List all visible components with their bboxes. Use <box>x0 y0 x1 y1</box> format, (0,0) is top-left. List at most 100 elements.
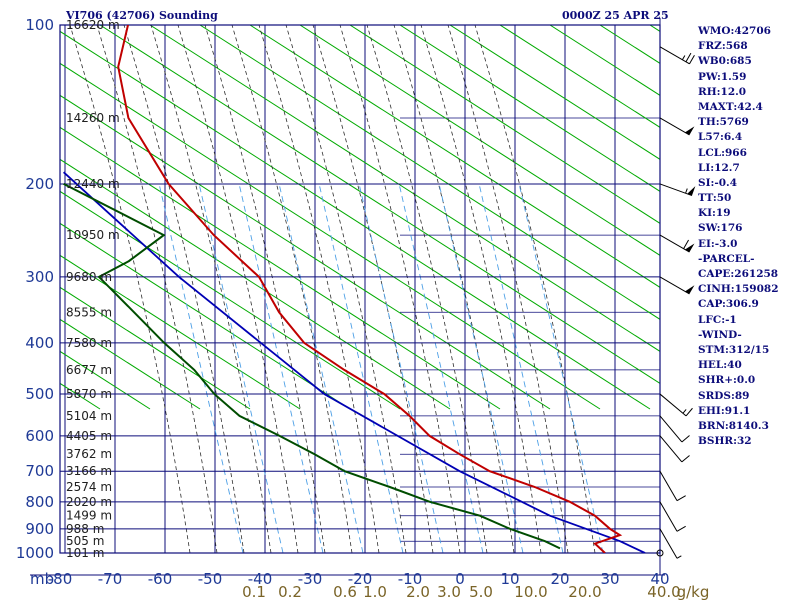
height-labels: 16620 m 14260 m 12440 m 10950 m 9680 m 8555 m… <box>66 18 120 560</box>
temperature-label: 0 <box>455 570 465 588</box>
dry-adiabat <box>60 158 451 410</box>
mixing-ratio-label: 40.0 <box>647 583 680 600</box>
pressure-label: 100 <box>25 16 54 34</box>
moist-adiabats <box>69 25 596 553</box>
plot-frame <box>30 18 665 576</box>
index-item: SRDS:89 <box>698 389 750 402</box>
temperature-label: -10 <box>398 570 423 588</box>
pressure-label: 600 <box>25 427 54 445</box>
barb-full <box>681 455 690 463</box>
height-label: 8555 m <box>66 305 112 319</box>
height-label: 12440 m <box>66 177 120 191</box>
height-label: 1499 m <box>66 509 112 523</box>
barb-half <box>685 188 688 194</box>
index-item: WMO:42706 <box>698 25 771 37</box>
barb-flag <box>685 243 695 253</box>
mixing-ratio-line <box>398 183 484 553</box>
index-item: -WIND- <box>698 328 742 341</box>
index-item: BRN:8140.3 <box>698 419 769 432</box>
wind-barb <box>659 234 695 253</box>
height-label: 10950 m <box>66 228 120 242</box>
pressure-label: 300 <box>25 268 54 286</box>
barb-full <box>676 525 686 532</box>
wind-barb <box>659 117 695 136</box>
temperature-labels: -80 -70 -60 -50 -40 -30 -20 -10 0 10 20 30 40 <box>48 570 670 588</box>
wind-barb <box>659 393 693 417</box>
barb-full <box>676 495 686 502</box>
isotherms <box>64 25 616 553</box>
mixing-ratio-line <box>478 183 564 553</box>
indices-panel: WMO:42706 FRZ:568 WB0:685 PW:1.59 RH:12.0 MAX… <box>698 24 779 449</box>
mixing-ratio-label: 1.0 <box>363 583 387 600</box>
dewpoint-line <box>63 183 561 550</box>
index-item: SHR+:0.0 <box>698 374 756 387</box>
height-label: 988 m <box>66 522 104 536</box>
height-label: 7580 m <box>66 336 112 350</box>
temperature-label: -70 <box>98 570 123 588</box>
dry-adiabat <box>299 25 660 256</box>
barb-staff <box>659 435 683 463</box>
temperature-label: -60 <box>148 570 173 588</box>
temperature-trace <box>117 25 623 553</box>
plot-border <box>59 24 661 554</box>
mixing-ratio-label: 5.0 <box>469 583 493 600</box>
mixing-ratio-label: 0.6 <box>333 583 357 600</box>
mixing-ratio-line <box>358 183 444 553</box>
wind-barbs <box>656 46 696 559</box>
barb-half <box>681 55 686 61</box>
index-item: CAP:306.9 <box>698 298 759 311</box>
barb-staff <box>659 393 687 417</box>
barb-staff <box>659 117 690 136</box>
barb-staff <box>659 415 683 443</box>
dry-adiabat <box>60 286 251 410</box>
dewpoint-trace <box>63 183 561 550</box>
moist-adiabat <box>69 25 191 553</box>
index-item: EI:-3.0 <box>698 237 738 250</box>
dry-adiabat <box>199 25 660 320</box>
mixing-ratio-line <box>158 183 244 553</box>
wind-barb <box>659 501 686 532</box>
barb-staff <box>659 470 678 501</box>
barb-half <box>676 555 682 559</box>
index-item: HEL:40 <box>698 359 742 372</box>
moist-adiabat <box>420 25 542 553</box>
index-item: KI:19 <box>698 207 731 220</box>
dry-adiabat <box>60 254 301 410</box>
height-label: 2574 m <box>66 480 112 494</box>
index-item: STM:312/15 <box>698 343 770 356</box>
wind-barb <box>659 276 695 295</box>
pressure-label: 400 <box>25 334 54 352</box>
barb-flag <box>685 126 695 135</box>
temperature-label: 20 <box>550 570 569 588</box>
barb-full <box>685 407 693 417</box>
barb-staff <box>659 183 693 197</box>
barb-flag <box>687 186 696 196</box>
temperature-label: -50 <box>198 570 223 588</box>
dry-adiabat <box>60 190 401 410</box>
dry-adiabat <box>149 25 660 352</box>
wind-barb <box>659 415 690 443</box>
moist-adiabat <box>204 25 326 553</box>
index-item: CAPE:261258 <box>698 268 779 280</box>
dry-adiabat <box>60 94 551 410</box>
index-item: L57:6.4 <box>698 131 743 144</box>
temperature-label: 30 <box>600 570 619 588</box>
index-item: WB0:685 <box>698 55 752 68</box>
mixing-ratio-line <box>238 183 324 553</box>
mixing-ratio-label: 0.1 <box>242 583 266 600</box>
temperature-label: -80 <box>48 570 73 588</box>
moist-adiabat <box>150 25 272 553</box>
pressure-label: 500 <box>25 385 54 403</box>
temperature-label: -30 <box>298 570 323 588</box>
height-label: 505 m <box>66 534 104 548</box>
dry-adiabat <box>399 25 660 192</box>
mixing-ratio-line <box>318 183 404 553</box>
barb-flag <box>685 285 695 294</box>
barb-full <box>685 52 692 63</box>
mixing-ratio-label: 3.0 <box>437 583 461 600</box>
barb-staff <box>659 276 690 295</box>
parcel-trace <box>62 171 646 553</box>
pressure-labels: 100 200 300 400 500 600 700 800 900 1000 mb <box>16 16 54 588</box>
height-label: 9680 m <box>66 270 112 284</box>
